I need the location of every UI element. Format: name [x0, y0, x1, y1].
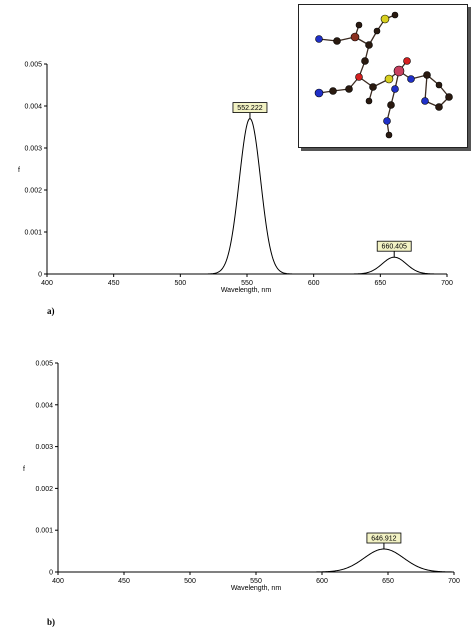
- panel-label-b: b): [47, 617, 55, 627]
- x-axis-title-a: Wavelength, nm: [221, 287, 271, 294]
- peak-label-box: [376, 240, 412, 252]
- y-tick-label: 0.003: [24, 146, 42, 153]
- panel-b: f Wavelength, nm b) 400 450 500 550 600 650 70…: [23, 361, 460, 628]
- y-tick-label: 0.004: [35, 402, 53, 409]
- y-tick-label: 0.005: [24, 62, 42, 69]
- x-tick-label: 400: [41, 280, 53, 287]
- peak-label: 660.405: [382, 244, 407, 251]
- peak-label-box: [232, 102, 268, 113]
- panel-a: f Wavelength, nm a) 400 450 500 550 600 650 70…: [18, 62, 453, 317]
- y-tick-label: 0: [38, 272, 42, 279]
- x-axis-title-b: Wavelength, nm: [231, 585, 281, 592]
- x-tick-label: 500: [184, 578, 196, 585]
- x-tick-label: 550: [241, 280, 253, 287]
- y-tick-label: 0.002: [24, 188, 42, 195]
- x-tick-label: 400: [52, 578, 64, 585]
- peak-label: 552.222: [237, 105, 262, 112]
- y-tick-label: 0.002: [35, 486, 53, 493]
- peak-label-box: [366, 532, 402, 544]
- x-tick-label: 500: [174, 280, 186, 287]
- spectrum-line-b: [58, 548, 455, 573]
- spectrum-line-a: [47, 118, 447, 275]
- x-tick-label: 450: [108, 280, 120, 287]
- y-axis-title-a: f: [18, 167, 20, 174]
- x-tick-label: 650: [382, 578, 394, 585]
- x-tick-label: 600: [316, 578, 328, 585]
- x-tick-label: 700: [441, 280, 453, 287]
- molecule-inset: [298, 4, 468, 148]
- y-tick-label: 0.004: [24, 104, 42, 111]
- x-tick-label: 650: [374, 280, 386, 287]
- panel-label-a: a): [47, 306, 55, 316]
- y-tick-label: 0.005: [35, 361, 53, 368]
- x-tick-label: 450: [118, 578, 130, 585]
- peak-label: 646.912: [371, 536, 396, 543]
- molecule-structure-icon: [314, 11, 453, 139]
- y-tick-label: 0.001: [35, 528, 53, 535]
- y-tick-label: 0: [49, 570, 53, 577]
- x-tick-label: 550: [250, 578, 262, 585]
- x-tick-label: 600: [308, 280, 320, 287]
- y-tick-label: 0.001: [24, 230, 42, 237]
- x-tick-label: 700: [448, 578, 460, 585]
- y-axis-title-b: f: [23, 466, 25, 473]
- y-tick-label: 0.003: [35, 444, 53, 451]
